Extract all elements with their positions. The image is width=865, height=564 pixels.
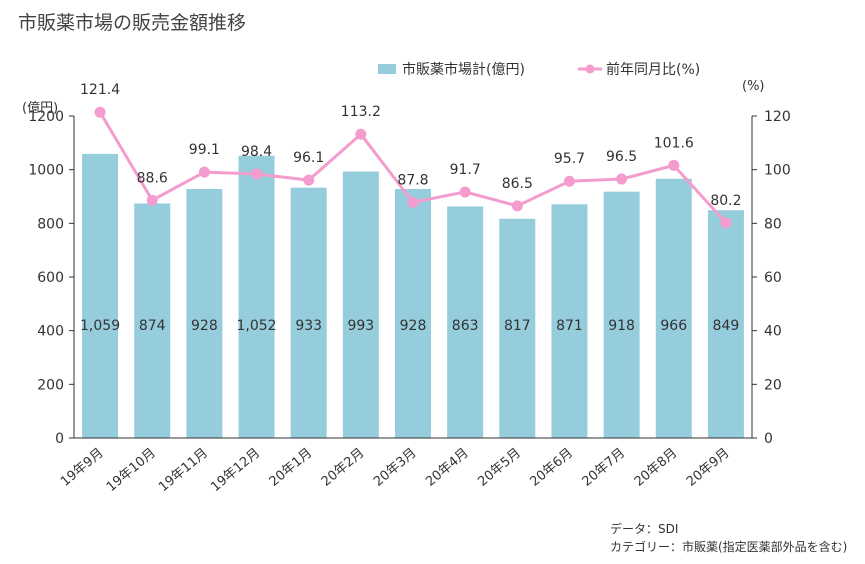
line-point-label: 86.5 [502, 176, 533, 192]
line-point [303, 174, 315, 186]
right-axis-unit: (%) [742, 79, 765, 94]
bar-label: 874 [139, 318, 166, 334]
line-point [355, 128, 367, 140]
data-source: データ：SDI [610, 522, 679, 536]
line-point-label: 91.7 [450, 162, 481, 178]
line-point [563, 175, 575, 187]
legend-bar-swatch [378, 64, 396, 74]
right-tick-label: 0 [764, 431, 773, 447]
right-tick-label: 120 [764, 109, 791, 125]
line-point-label: 87.8 [397, 172, 428, 188]
line-point [407, 196, 419, 208]
left-tick-label: 600 [37, 270, 64, 286]
x-tick-label: 20年6月 [527, 446, 576, 490]
line-point [146, 194, 158, 206]
bar [603, 191, 640, 438]
bar [447, 206, 484, 438]
left-tick-label: 0 [55, 431, 64, 447]
bar-label: 863 [452, 318, 479, 334]
line-point [251, 168, 263, 180]
line-point [616, 173, 628, 185]
line-point-label: 113.2 [341, 104, 381, 120]
x-tick-label: 19年11月 [156, 446, 211, 495]
right-tick-label: 80 [764, 216, 782, 232]
line-point-label: 96.1 [293, 150, 324, 166]
line-point-label: 80.2 [710, 193, 741, 209]
x-tick-label: 20年3月 [371, 446, 420, 490]
bar-label: 849 [713, 318, 740, 334]
left-axis-unit: (億円) [22, 100, 58, 116]
line-point-label: 88.6 [137, 170, 168, 186]
line-point [94, 106, 106, 118]
x-tick-label: 19年12月 [208, 446, 263, 495]
x-tick-label: 20年4月 [423, 446, 472, 490]
bar-value-labels: 1,059 874 928 1,052 933 993 928 863 817 871 918 966… [80, 318, 739, 334]
right-tick-label: 40 [764, 324, 782, 340]
line-point [198, 166, 210, 178]
x-tick-label: 20年8月 [632, 446, 681, 490]
x-tick-label: 20年2月 [319, 446, 368, 490]
bar [655, 178, 692, 439]
legend-line-label: 前年同月比(%) [606, 61, 700, 78]
bar-label: 933 [295, 318, 322, 334]
line-point-label: 99.1 [189, 142, 220, 158]
legend: 市販薬市場計(億円) 前年同月比(%) [378, 61, 700, 78]
line-point-label: 101.6 [654, 135, 694, 151]
right-tick-label: 100 [764, 163, 791, 179]
chart-footer: データ：SDI カテゴリー：市販薬(指定医薬部外品を含む) [610, 520, 847, 556]
x-tick-label: 20年9月 [684, 446, 733, 490]
bar [290, 187, 327, 438]
left-tick-label: 200 [37, 377, 64, 393]
bar [342, 171, 379, 439]
bar-label: 928 [400, 318, 427, 334]
left-tick-label: 1200 [28, 109, 64, 125]
legend-line-marker [585, 64, 595, 74]
x-tick-label: 19年9月 [58, 446, 107, 490]
line-point [668, 159, 680, 171]
x-tick-label: 20年1月 [267, 446, 316, 490]
bar-label: 993 [347, 318, 374, 334]
bar [82, 153, 119, 438]
legend-bar-label: 市販薬市場計(億円) [402, 61, 525, 78]
bar-label: 871 [556, 318, 583, 334]
line-point [720, 217, 732, 229]
line-point-label: 98.4 [241, 144, 272, 160]
line-series: 121.4 88.6 99.1 98.4 96.1 113.2 87.8 91.7 86.5 95… [80, 82, 742, 229]
x-tick-label: 20年7月 [580, 446, 629, 490]
x-tick-label: 20年5月 [475, 446, 524, 490]
right-tick-label: 20 [764, 377, 782, 393]
bar [551, 204, 588, 438]
bar [186, 188, 223, 438]
line-point-label: 96.5 [606, 149, 637, 165]
bar [134, 203, 171, 438]
bar-label: 1,059 [80, 318, 120, 334]
bar-label: 966 [660, 318, 687, 334]
bar-label: 1,052 [236, 318, 276, 334]
left-tick-label: 1000 [28, 163, 64, 179]
bar [707, 210, 744, 438]
x-tick-label: 19年10月 [104, 446, 159, 495]
line-point [511, 200, 523, 212]
chart-title: 市販薬市場の販売金額推移 [18, 12, 247, 34]
right-tick-label: 60 [764, 270, 782, 286]
bar-label: 918 [608, 318, 635, 334]
data-category: カテゴリー：市販薬(指定医薬部外品を含む) [610, 540, 848, 554]
bar [238, 155, 275, 439]
bar [395, 188, 431, 438]
left-tick-label: 800 [37, 216, 64, 232]
line-point [459, 186, 471, 198]
bar-series [82, 153, 744, 439]
line-point-label: 121.4 [80, 82, 120, 98]
bar [499, 218, 536, 438]
line-point-label: 95.7 [554, 151, 585, 167]
bar-label: 817 [504, 318, 531, 334]
bar-label: 928 [191, 318, 218, 334]
left-tick-label: 400 [37, 324, 64, 340]
